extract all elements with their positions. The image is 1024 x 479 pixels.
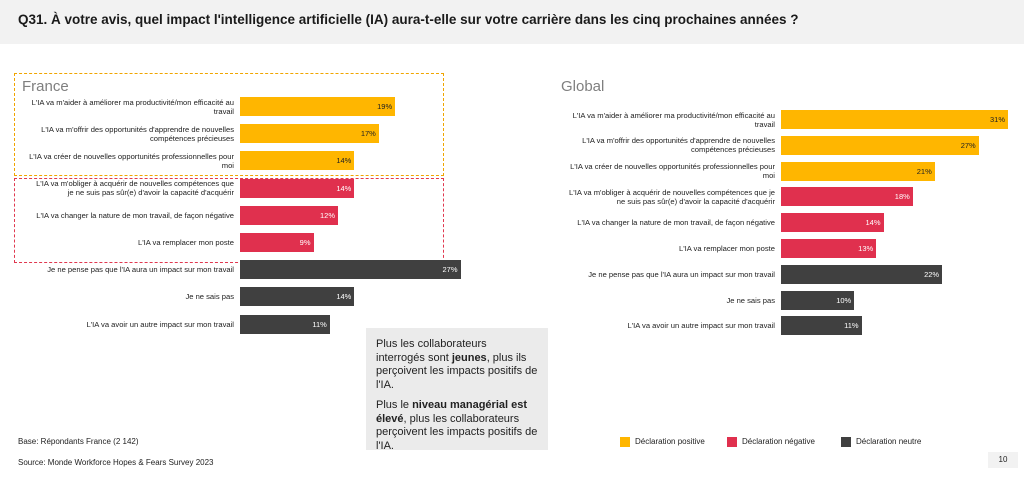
category-label: Je ne sais pas bbox=[185, 292, 234, 302]
legend-label-positive: Déclaration positive bbox=[635, 437, 705, 446]
value-label: 17% bbox=[360, 129, 376, 139]
negative-highlight-box bbox=[14, 178, 444, 263]
page-number: 10 bbox=[988, 452, 1018, 468]
bar-neutral bbox=[240, 260, 461, 280]
value-label: 9% bbox=[299, 238, 311, 247]
bar-negative bbox=[781, 187, 913, 207]
callout-bold: niveau managérial est élevé bbox=[376, 399, 528, 425]
global-panel-title: Global bbox=[561, 78, 605, 95]
category-label: L'IA va remplacer mon poste bbox=[679, 244, 775, 253]
title-bar: Q31. À votre avis, quel impact l'intelli… bbox=[0, 0, 1024, 44]
callout-bold: jeunes bbox=[451, 351, 487, 364]
legend-swatch-negative bbox=[727, 437, 737, 447]
category-label: L'IA va m'obliger à acquérir de nouvelle… bbox=[569, 187, 775, 206]
category-label: L'IA va créer de nouvelles opportunités … bbox=[570, 162, 775, 181]
legend-label-neutral: Déclaration neutre bbox=[856, 437, 922, 446]
bar-positive bbox=[781, 110, 1008, 129]
callout-text: , plus ils perçoivent les impacts positi… bbox=[376, 351, 538, 391]
bar-neutral bbox=[240, 314, 330, 334]
bar-neutral bbox=[781, 316, 862, 336]
legend-swatch-positive bbox=[620, 437, 630, 447]
category-label: L'IA va m'offrir des opportunités d'appr… bbox=[41, 124, 234, 143]
category-label: L'IA va créer de nouvelles opportunités … bbox=[29, 151, 234, 170]
category-label: L'IA va changer la nature de mon travail… bbox=[577, 218, 775, 228]
category-label: L'IA va remplacer mon poste bbox=[138, 238, 234, 247]
bar-positive bbox=[240, 97, 396, 116]
source-note: Source: Monde Workforce Hopes & Fears Su… bbox=[18, 458, 214, 467]
callout-text: Plus les collaborateurs interrogés sont bbox=[376, 338, 487, 364]
bar-neutral bbox=[781, 290, 855, 310]
france-panel-title: France bbox=[22, 78, 69, 95]
legend-swatch-neutral bbox=[841, 437, 851, 447]
value-label: 14% bbox=[336, 156, 352, 166]
bar-positive bbox=[240, 124, 379, 144]
value-label: 18% bbox=[894, 192, 910, 202]
category-label: L'IA va m'aider à améliorer ma productiv… bbox=[31, 97, 234, 116]
value-label: 12% bbox=[319, 210, 335, 220]
callout-paragraph-1: Plus les collaborateurs interrogés sont … bbox=[376, 338, 538, 392]
value-label: 14% bbox=[336, 183, 352, 193]
category-label: L'IA va avoir un autre impact sur mon tr… bbox=[86, 319, 235, 329]
bar-negative bbox=[781, 239, 877, 258]
page-title: Q31. À votre avis, quel impact l'intelli… bbox=[18, 12, 799, 27]
insight-callout: Plus les collaborateurs interrogés sont … bbox=[366, 328, 548, 453]
bar-neutral bbox=[781, 264, 943, 284]
value-label: 13% bbox=[858, 244, 874, 253]
category-label: Je ne sais pas bbox=[726, 295, 775, 305]
value-label: 14% bbox=[336, 292, 352, 302]
value-label: 11% bbox=[312, 319, 327, 329]
legend-label-negative: Déclaration négative bbox=[742, 437, 815, 446]
value-label: 14% bbox=[865, 218, 881, 228]
value-label: 10% bbox=[836, 295, 852, 305]
bar-neutral bbox=[240, 287, 355, 307]
callout-text: , plus les collaborateurs perçoivent les… bbox=[376, 412, 538, 452]
base-note: Base: Répondants France (2 142) bbox=[18, 437, 139, 446]
value-label: 27% bbox=[442, 265, 458, 275]
bar-positive bbox=[781, 135, 979, 155]
bar-positive bbox=[781, 161, 935, 181]
category-label: L'IA va avoir un autre impact sur mon tr… bbox=[627, 321, 776, 331]
bar-negative bbox=[781, 213, 884, 233]
bar-negative bbox=[240, 205, 338, 225]
value-label: 22% bbox=[924, 269, 940, 279]
category-label: L'IA va m'obliger à acquérir de nouvelle… bbox=[36, 179, 234, 198]
bar-negative bbox=[240, 178, 355, 198]
value-label: 27% bbox=[960, 140, 976, 150]
category-label: Je ne pense pas que l'IA aura un impact … bbox=[47, 265, 234, 275]
callout-text: Plus le bbox=[376, 399, 413, 411]
value-label: 11% bbox=[844, 321, 859, 331]
category-label: Je ne pense pas que l'IA aura un impact … bbox=[588, 269, 775, 279]
category-label: L'IA va m'aider à améliorer ma productiv… bbox=[572, 110, 775, 129]
bar-positive bbox=[240, 151, 355, 171]
callout-paragraph-2: Plus le niveau managérial est élevé, plu… bbox=[376, 399, 538, 453]
value-label: 31% bbox=[989, 115, 1005, 124]
category-label: L'IA va changer la nature de mon travail… bbox=[36, 210, 234, 220]
category-label: L'IA va m'offrir des opportunités d'appr… bbox=[582, 136, 775, 155]
value-label: 19% bbox=[377, 102, 393, 111]
bar-negative bbox=[240, 233, 314, 252]
value-label: 21% bbox=[916, 166, 932, 176]
positive-highlight-box bbox=[14, 73, 444, 176]
